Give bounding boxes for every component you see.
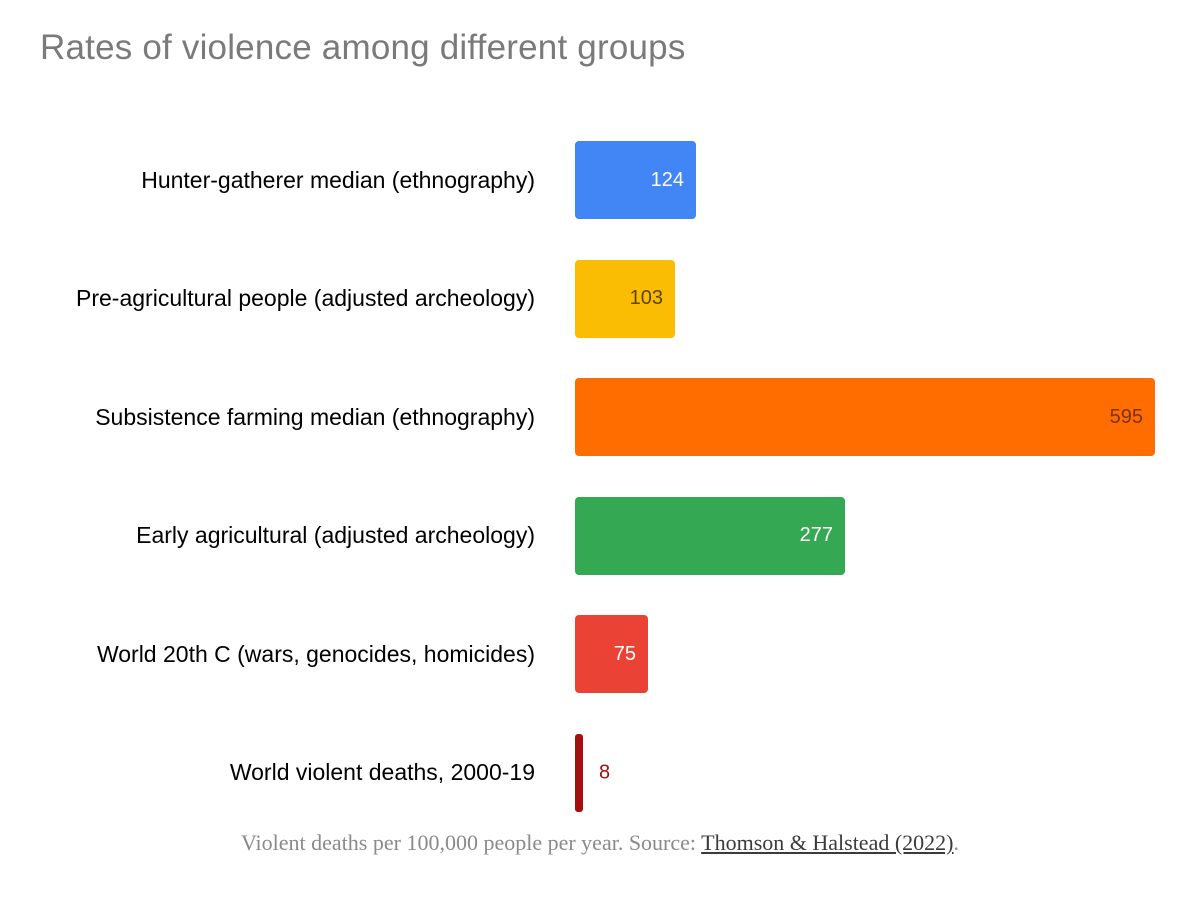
category-label: World 20th C (wars, genocides, homicides…	[96, 640, 535, 667]
chart-row: Early agricultural (adjusted archeology)…	[0, 477, 1200, 596]
chart-row: Subsistence farming median (ethnography)…	[0, 358, 1200, 477]
value-label: 124	[650, 168, 684, 191]
category-label: Early agricultural (adjusted archeology)	[136, 522, 535, 549]
bar[interactable]: 277	[575, 496, 845, 575]
value-label: 277	[799, 524, 833, 547]
value-label: 595	[1109, 405, 1143, 428]
chart-caption: Violent deaths per 100,000 people per ye…	[0, 830, 1200, 856]
chart-title: Rates of violence among different groups	[40, 28, 686, 67]
bar[interactable]: 103	[575, 259, 675, 338]
category-label: World violent deaths, 2000-19	[229, 759, 535, 786]
bar-track: 8	[575, 733, 1200, 812]
bar-track: 595	[575, 378, 1200, 457]
chart-row: Hunter-gatherer median (ethnography) 124	[0, 121, 1200, 240]
chart-row: World violent deaths, 2000-19 8	[0, 714, 1200, 833]
category-label: Hunter-gatherer median (ethnography)	[141, 166, 535, 193]
bar[interactable]: 75	[575, 615, 648, 694]
bar[interactable]: 124	[575, 141, 696, 220]
caption-text: Violent deaths per 100,000 people per ye…	[240, 830, 702, 855]
bar-track: 124	[575, 141, 1200, 220]
value-label: 103	[629, 287, 663, 310]
bar[interactable]	[575, 733, 583, 812]
value-label: 8	[599, 761, 611, 784]
chart-row: World 20th C (wars, genocides, homicides…	[0, 595, 1200, 714]
bar[interactable]: 595	[575, 378, 1155, 457]
caption-period: .	[953, 830, 960, 855]
category-label: Subsistence farming median (ethnography)	[95, 403, 535, 430]
bar-track: 103	[575, 259, 1200, 338]
bar-track: 75	[575, 615, 1200, 694]
value-label: 75	[613, 642, 636, 665]
bar-chart: Hunter-gatherer median (ethnography) 124 P…	[0, 121, 1200, 832]
chart-row: Pre-agricultural people (adjusted archeo…	[0, 240, 1200, 359]
category-label: Pre-agricultural people (adjusted archeo…	[76, 285, 535, 312]
bar-track: 277	[575, 496, 1200, 575]
source-link[interactable]: Thomson & Halstead (2022)	[701, 830, 954, 855]
